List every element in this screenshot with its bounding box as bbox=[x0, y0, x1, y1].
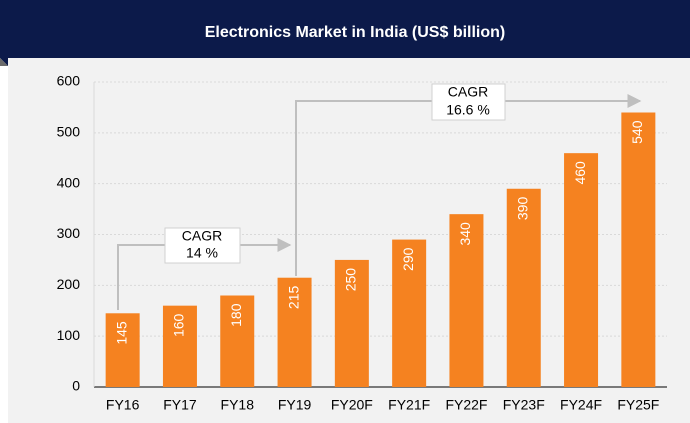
value-label: 340 bbox=[457, 222, 473, 246]
value-label: 250 bbox=[343, 268, 359, 292]
chart-title: Electronics Market in India (US$ billion… bbox=[205, 24, 506, 41]
value-label: 145 bbox=[113, 321, 129, 345]
bar bbox=[564, 153, 599, 387]
y-tick-label: 0 bbox=[72, 378, 80, 394]
x-tick-label: FY20F bbox=[331, 397, 373, 413]
y-tick-label: 300 bbox=[57, 225, 81, 241]
x-tick-label: FY23F bbox=[503, 397, 545, 413]
y-tick-label: 100 bbox=[57, 327, 81, 343]
bar bbox=[277, 277, 312, 387]
value-label: 215 bbox=[285, 285, 301, 309]
value-label: 160 bbox=[171, 313, 187, 337]
x-tick-label: FY17 bbox=[163, 397, 197, 413]
x-tick-label: FY22F bbox=[445, 397, 487, 413]
x-tick-label: FY21F bbox=[388, 397, 430, 413]
bar bbox=[449, 214, 484, 387]
bar bbox=[506, 188, 541, 387]
y-tick-label: 400 bbox=[57, 174, 81, 190]
annotation: 16.6 % bbox=[446, 102, 490, 118]
annotation: CAGR bbox=[182, 228, 222, 244]
value-label: 540 bbox=[629, 120, 645, 144]
title-bar bbox=[0, 0, 690, 58]
bar bbox=[392, 239, 427, 387]
bar bbox=[105, 313, 140, 387]
annotation: CAGR bbox=[448, 84, 488, 100]
bar bbox=[162, 305, 197, 387]
bar bbox=[334, 259, 369, 387]
value-label: 460 bbox=[572, 161, 588, 185]
value-label: 390 bbox=[514, 197, 530, 221]
y-tick-label: 200 bbox=[57, 276, 81, 292]
annotation: 14 % bbox=[186, 245, 218, 261]
x-tick-label: FY24F bbox=[560, 397, 602, 413]
value-label: 180 bbox=[228, 303, 244, 327]
cagr-box bbox=[431, 83, 506, 121]
bar bbox=[621, 112, 656, 387]
cagr-connector bbox=[117, 244, 165, 310]
value-label: 290 bbox=[400, 247, 416, 271]
cagr-box bbox=[164, 227, 241, 264]
cagr-connector bbox=[295, 100, 432, 276]
bars: FY16 145 FY17 160 FY18 180 FY19 215 FY20F 250 FY21… bbox=[105, 112, 659, 413]
title-fold-shadow bbox=[0, 58, 8, 66]
x-tick-label: FY19 bbox=[278, 397, 312, 413]
x-tick-label: FY16 bbox=[106, 397, 140, 413]
bar bbox=[220, 295, 255, 387]
y-tick-label: 500 bbox=[57, 124, 81, 140]
x-tick-label: FY18 bbox=[221, 397, 255, 413]
y-tick-label: 600 bbox=[57, 73, 81, 89]
x-tick-label: FY25F bbox=[617, 397, 659, 413]
